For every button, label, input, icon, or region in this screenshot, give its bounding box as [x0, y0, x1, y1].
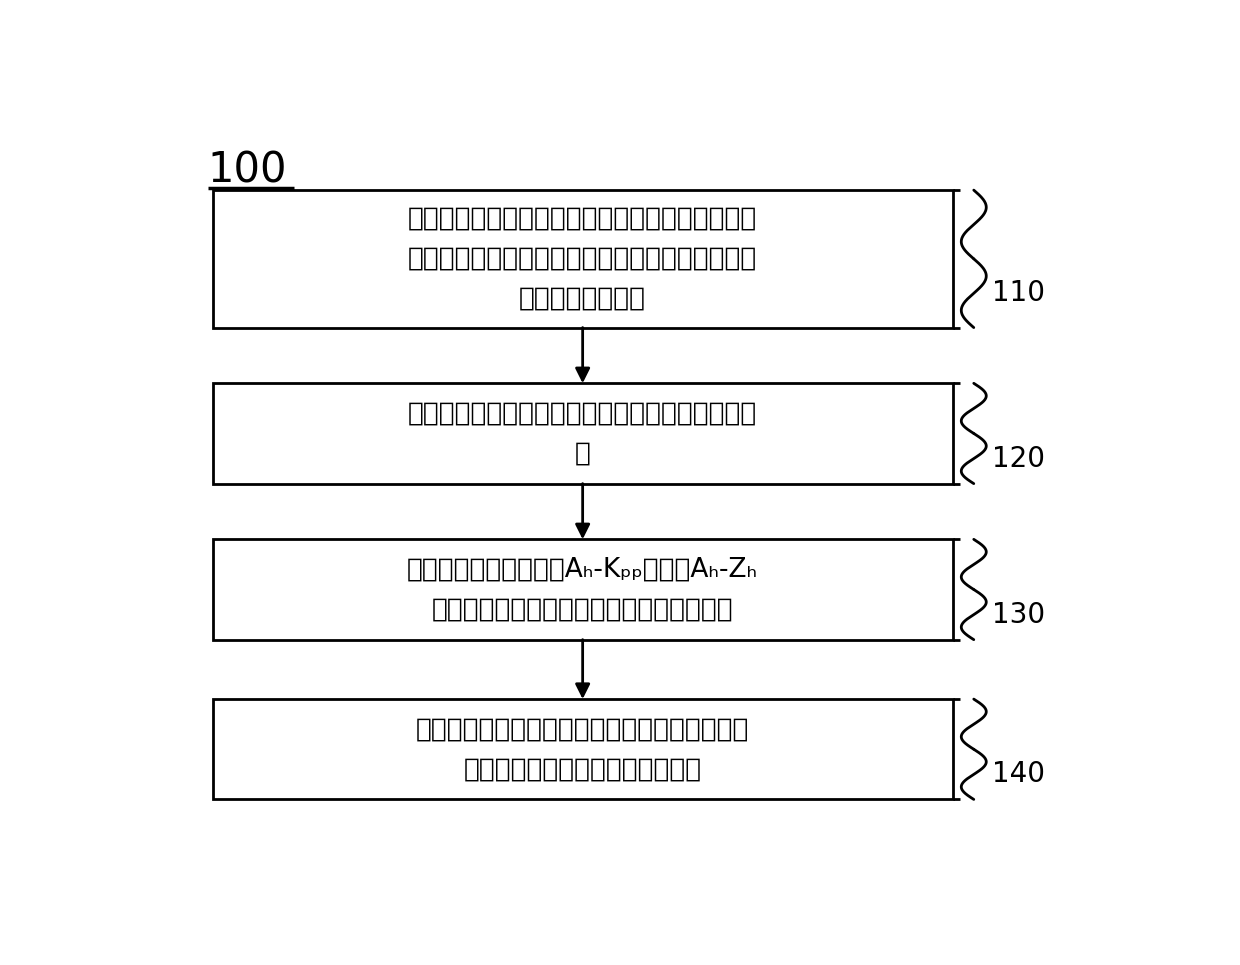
- Text: 根据参数、雷达偏振参量的观测值和预设算法，
计算得到订正后的雷达反射率因子: 根据参数、雷达偏振参量的观测值和预设算法， 计算得到订正后的雷达反射率因子: [415, 716, 749, 783]
- Text: 根据雷达偏振参量拟合Aₕ-Kₚₚ关系和Aₕ-Zₕ
关系，得到针对双偏振雷达所在地区的参数: 根据雷达偏振参量拟合Aₕ-Kₚₚ关系和Aₕ-Zₕ 关系，得到针对双偏振雷达所在地…: [407, 557, 758, 622]
- Text: 100: 100: [208, 150, 288, 191]
- Text: 根据雨滴谱数据进行散射模拟反演得到雷达偏振参
量: 根据雨滴谱数据进行散射模拟反演得到雷达偏振参 量: [408, 400, 758, 466]
- Bar: [213, 699, 952, 799]
- Text: 140: 140: [992, 760, 1045, 788]
- Bar: [213, 190, 952, 327]
- Text: 110: 110: [992, 279, 1045, 307]
- Bar: [213, 539, 952, 640]
- Bar: [213, 383, 952, 483]
- Text: 当获取到双偏振雷达周围设置的多个雨滴谱仪中的
至少一个雨滴谱仪的雨滴谱数据时，确定至少一个
雨滴谱仪处有降水: 当获取到双偏振雷达周围设置的多个雨滴谱仪中的 至少一个雨滴谱仪的雨滴谱数据时，确…: [408, 206, 758, 312]
- Text: 130: 130: [992, 600, 1045, 628]
- Text: 120: 120: [992, 445, 1045, 473]
